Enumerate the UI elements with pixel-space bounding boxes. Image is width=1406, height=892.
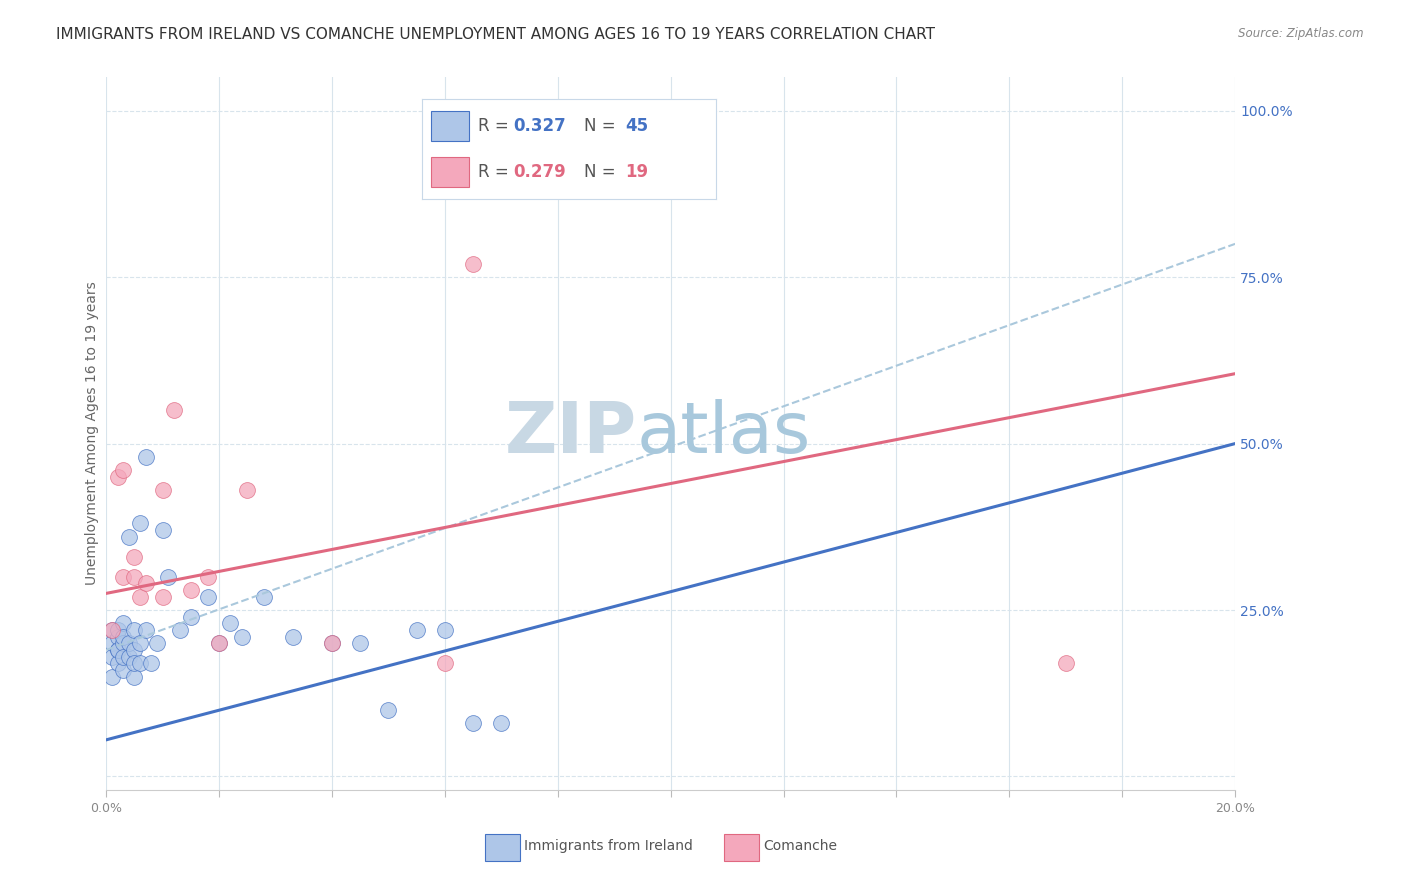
Point (1054, 657, 1077, 671)
Point (107, 623, 129, 637)
Text: Source: ZipAtlas.com: Source: ZipAtlas.com (1239, 27, 1364, 40)
Point (349, 636, 371, 650)
Text: Immigrants from Ireland: Immigrants from Ireland (524, 838, 693, 853)
Point (219, 616, 242, 631)
Point (281, 630, 304, 644)
Point (112, 649, 135, 664)
Point (491, 716, 513, 731)
Point (112, 463, 135, 477)
Point (101, 649, 124, 664)
Point (124, 570, 146, 584)
Point (124, 549, 146, 564)
Point (118, 530, 141, 544)
Text: atlas: atlas (637, 399, 811, 468)
Point (433, 623, 456, 637)
Point (180, 609, 202, 624)
Point (129, 590, 152, 604)
Point (146, 636, 169, 650)
Point (208, 636, 231, 650)
Point (107, 630, 129, 644)
Point (129, 657, 152, 671)
Point (152, 483, 174, 498)
Point (152, 523, 174, 537)
Point (124, 670, 146, 684)
Point (101, 636, 124, 650)
Point (107, 643, 129, 657)
Point (118, 649, 141, 664)
Point (208, 636, 231, 650)
Point (197, 570, 219, 584)
Point (101, 623, 124, 637)
Point (135, 623, 157, 637)
Point (107, 470, 129, 484)
Point (163, 403, 186, 417)
Text: IMMIGRANTS FROM IRELAND VS COMANCHE UNEMPLOYMENT AMONG AGES 16 TO 19 YEARS CORRE: IMMIGRANTS FROM IRELAND VS COMANCHE UNEM… (56, 27, 935, 42)
Point (463, 257, 485, 271)
Point (433, 657, 456, 671)
Point (101, 623, 124, 637)
Point (157, 570, 180, 584)
Point (152, 590, 174, 604)
Point (141, 657, 163, 671)
Text: Comanche: Comanche (763, 838, 838, 853)
Point (321, 636, 343, 650)
Point (124, 623, 146, 637)
Point (124, 643, 146, 657)
Point (180, 582, 202, 597)
Point (463, 716, 485, 731)
Point (135, 576, 157, 591)
Point (377, 703, 399, 717)
Point (112, 663, 135, 677)
Point (169, 623, 191, 637)
Point (107, 643, 129, 657)
Y-axis label: Unemployment Among Ages 16 to 19 years: Unemployment Among Ages 16 to 19 years (86, 282, 100, 585)
Point (112, 636, 135, 650)
Point (135, 450, 157, 464)
Point (231, 630, 253, 644)
Point (197, 590, 219, 604)
Point (129, 636, 152, 650)
Point (112, 616, 135, 631)
Point (129, 516, 152, 531)
Point (321, 636, 343, 650)
Point (112, 570, 135, 584)
Point (236, 483, 259, 498)
Point (405, 623, 427, 637)
Point (101, 670, 124, 684)
Point (253, 590, 276, 604)
Point (118, 636, 141, 650)
Text: ZIP: ZIP (505, 399, 637, 468)
Point (124, 657, 146, 671)
Point (112, 630, 135, 644)
Point (107, 657, 129, 671)
